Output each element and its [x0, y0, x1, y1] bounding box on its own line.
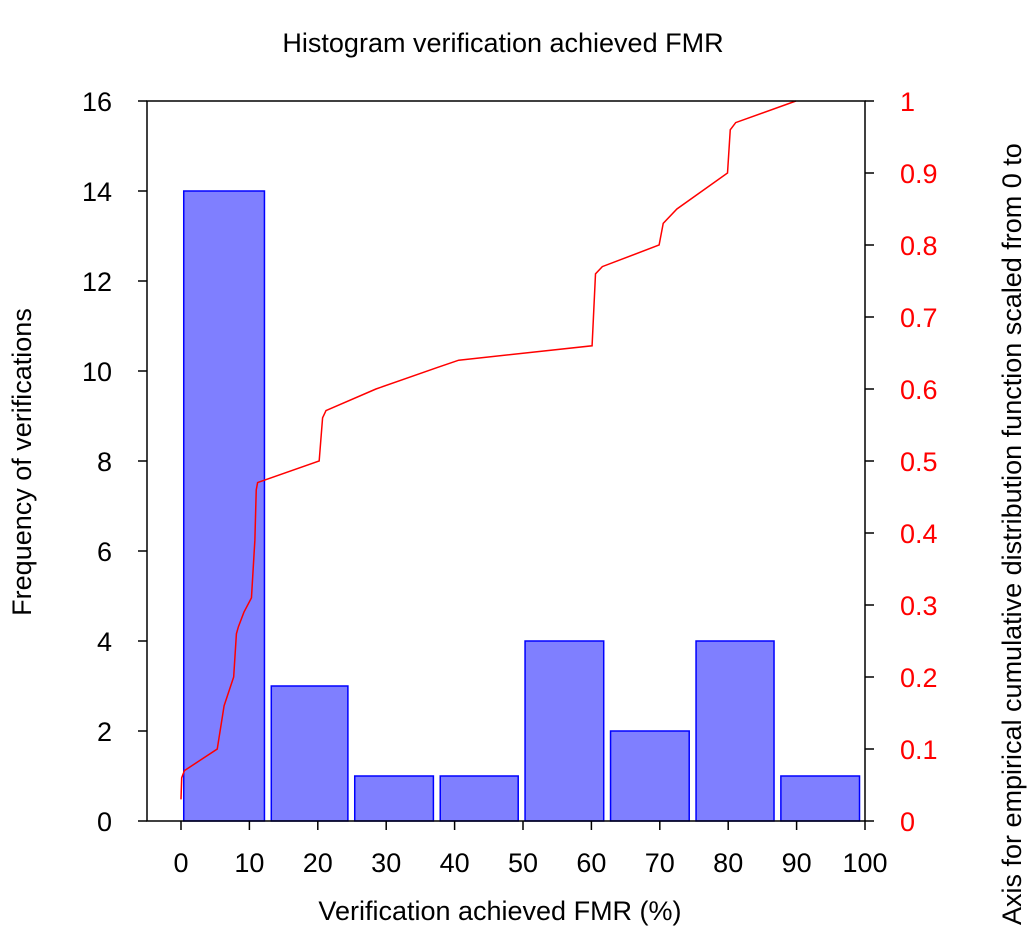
histogram-bar-7	[695, 640, 775, 822]
y-tick-label: 14	[82, 177, 112, 207]
ecdf-layer	[180, 100, 797, 800]
x-axis-label: Verification achieved FMR (%)	[318, 896, 681, 926]
y-tick-label: 6	[97, 537, 112, 567]
y-tick-label: 8	[97, 447, 112, 477]
y2-axis: 0 0.1 0.2 0.3 0.4 0.5 0.6 0.7 0.8 0.9 1	[865, 87, 938, 837]
x-tick-label: 10	[234, 848, 264, 878]
y-tick-label: 2	[97, 717, 112, 747]
y-tick-label: 4	[97, 627, 112, 657]
x-tick-label: 30	[371, 848, 401, 878]
y2-tick-label: 0.1	[900, 735, 938, 765]
x-tick-label: 60	[576, 848, 606, 878]
histogram-bar-8	[780, 775, 861, 822]
histogram-bar-1	[182, 190, 266, 822]
y-axis-label: Frequency of verifications	[7, 308, 37, 616]
y2-tick-label: 0.9	[900, 159, 938, 189]
y2-tick-label: 0.8	[900, 231, 938, 261]
y2-tick-label: 0.4	[900, 519, 938, 549]
y2-tick-label: 0	[900, 807, 915, 837]
x-tick-label: 20	[303, 848, 333, 878]
histogram-bar-4	[439, 775, 519, 822]
histogram-bar-3	[353, 775, 435, 822]
x-tick-label: 40	[440, 848, 470, 878]
y-axis: 0 2 4 6 8 10 12 14 16	[82, 87, 147, 837]
bars-layer	[182, 190, 861, 822]
chart-title: Histogram verification achieved FMR	[282, 28, 723, 58]
y-tick-label: 16	[82, 87, 112, 117]
y2-tick-label: 0.3	[900, 591, 938, 621]
y2-tick-label: 0.2	[900, 663, 938, 693]
x-tick-label: 80	[713, 848, 743, 878]
y2-tick-label: 0.6	[900, 375, 938, 405]
x-tick-label: 90	[782, 848, 812, 878]
y2-tick-label: 0.5	[900, 447, 938, 477]
histogram-bar-2	[270, 685, 349, 822]
histogram-bar-5	[524, 640, 605, 822]
x-tick-label: 100	[842, 848, 887, 878]
y-tick-label: 0	[97, 807, 112, 837]
x-tick-label: 50	[508, 848, 538, 878]
y2-tick-label: 1	[900, 87, 915, 117]
y2-axis-label: Axis for empirical cumulative distributi…	[997, 143, 1027, 925]
x-tick-label: 70	[645, 848, 675, 878]
x-axis: 0 10 20 30 40 50 60 70 80 90 100	[173, 821, 888, 878]
ecdf-line	[180, 100, 797, 800]
y-tick-label: 12	[82, 267, 112, 297]
x-tick-label: 0	[173, 848, 188, 878]
y-tick-label: 10	[82, 357, 112, 387]
y2-tick-label: 0.7	[900, 303, 938, 333]
histogram-bar-6	[609, 730, 690, 822]
